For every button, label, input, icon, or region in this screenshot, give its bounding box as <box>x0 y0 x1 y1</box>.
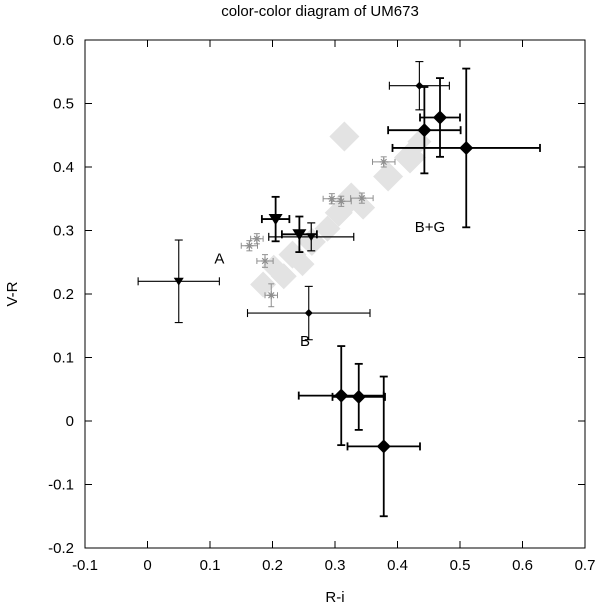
gray-band-diamonds-marker <box>329 121 360 152</box>
gray-band-diamonds-marker <box>290 252 315 277</box>
black-diamonds-marker <box>304 309 313 318</box>
black-diamonds-marker <box>351 389 366 404</box>
y-tick-label: 0 <box>66 413 74 430</box>
y-axis-label: V-R <box>4 281 21 306</box>
black-triangles-marker <box>173 277 184 286</box>
black-diamonds-marker <box>433 110 447 125</box>
annotation-A: A <box>214 251 224 268</box>
gray-band-diamonds-marker <box>351 195 376 220</box>
y-tick-label: 0.3 <box>53 223 74 240</box>
y-tick-label: 0.6 <box>53 32 74 49</box>
y-tick-label: 0.2 <box>53 286 74 303</box>
gray-band-diamonds-marker <box>373 161 404 192</box>
x-tick-label: 0.2 <box>262 557 283 574</box>
x-axis-label: R-i <box>325 589 344 606</box>
x-tick-label: 0.1 <box>200 557 221 574</box>
black-triangles-marker <box>268 214 283 226</box>
x-tick-label: -0.1 <box>72 557 98 574</box>
black-diamonds-marker <box>334 388 349 403</box>
gray-band-diamonds-marker <box>314 215 341 242</box>
x-tick-label: 0.6 <box>512 557 533 574</box>
black-diamonds-marker <box>459 140 474 155</box>
chart-title: color-color diagram of UM673 <box>221 3 419 20</box>
black-diamonds-marker <box>376 439 391 454</box>
x-tick-label: 0.7 <box>575 557 596 574</box>
annotation-B: B <box>300 333 310 350</box>
y-tick-label: -0.2 <box>48 540 74 557</box>
y-tick-label: 0.4 <box>53 159 74 176</box>
x-tick-label: 0.4 <box>387 557 408 574</box>
x-tick-label: 0 <box>143 557 151 574</box>
y-tick-label: -0.1 <box>48 477 74 494</box>
x-tick-label: 0.3 <box>325 557 346 574</box>
black-triangles-marker <box>292 229 307 241</box>
x-tick-label: 0.5 <box>450 557 471 574</box>
annotation-B+G: B+G <box>415 219 445 236</box>
plot-layers: -0.1 0 0.1 0.2 0.3 0.4 0.5 0.6 0.7-0.2-0.100.10.… <box>48 32 595 574</box>
black-triangles-marker <box>306 233 317 242</box>
black-diamonds-marker <box>417 123 432 138</box>
y-tick-label: 0.5 <box>53 96 74 113</box>
gray-band-diamonds-marker <box>270 263 297 290</box>
y-tick-label: 0.1 <box>53 350 74 367</box>
gray-band-diamonds-marker <box>250 271 277 298</box>
